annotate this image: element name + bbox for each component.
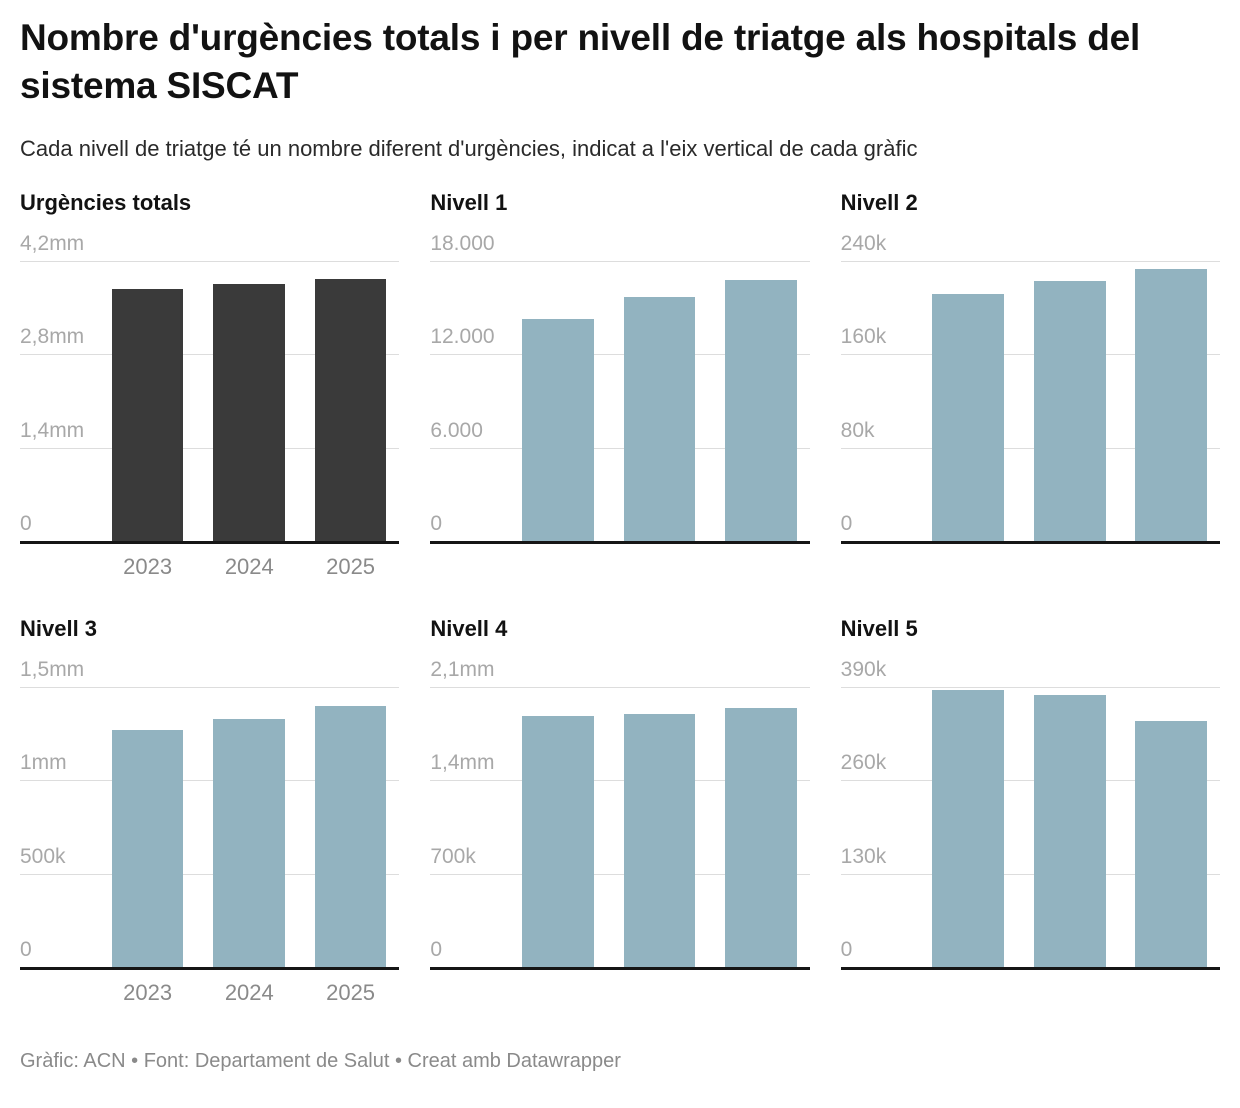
y-tick-label: 500k xyxy=(20,844,66,868)
chart-title: Nivell 4 xyxy=(430,616,508,641)
bar-2024 xyxy=(213,283,286,541)
chart-cell-2: Nivell 1 0 6.000 12.000 18.000 xyxy=(430,190,810,584)
page: Nombre d'urgències totals i per nivell d… xyxy=(0,14,1240,1073)
y-tick-label: 260k xyxy=(840,751,887,775)
x-tick-label: 2024 xyxy=(224,554,274,579)
x-axis-labels xyxy=(841,970,1220,1010)
bar-2025 xyxy=(314,705,387,967)
chart-cell-3: Nivell 2 0 80k 160k 240k xyxy=(840,190,1220,584)
gridline xyxy=(20,780,400,782)
bar-2023 xyxy=(522,716,594,967)
y-tick-label: 18.000 xyxy=(430,232,495,255)
y-tick-label: 0 xyxy=(20,938,32,961)
x-axis-labels xyxy=(841,544,1220,584)
gridline xyxy=(840,354,1220,356)
y-tick-label: 80k xyxy=(840,418,875,442)
gridline xyxy=(20,687,400,688)
x-tick-label: 2023 xyxy=(123,980,173,1005)
plot-area: 0 500k 1mm 1,5mm xyxy=(20,659,400,970)
gridline xyxy=(840,447,1220,449)
y-tick-label: 0 xyxy=(840,512,853,535)
gridline xyxy=(840,780,1220,782)
y-tick-label: 1mm xyxy=(20,751,67,775)
y-tick-label: 1,4mm xyxy=(20,418,85,442)
charts-grid: Urgències totals 0 1,4mm 2,8mm 4,2mm 2023 2024… xyxy=(20,190,1220,1010)
y-tick-label: 130k xyxy=(840,844,887,868)
gridline xyxy=(20,354,400,356)
x-axis-labels xyxy=(430,544,809,584)
gridline xyxy=(430,354,810,356)
bar-2023 xyxy=(111,289,184,541)
gridline xyxy=(430,780,810,782)
y-tick-label: 6.000 xyxy=(430,418,483,442)
y-tick-label: 0 xyxy=(430,512,443,535)
y-tick-label: 12.000 xyxy=(430,325,495,349)
x-tick-label: 2023 xyxy=(123,554,173,579)
gridline xyxy=(20,873,400,875)
chart-cell-6: Nivell 5 0 130k 260k 390k xyxy=(840,616,1220,1010)
plot-area: 0 700k 1,4mm 2,1mm xyxy=(430,659,810,970)
chart-cell-4: Nivell 3 0 500k 1mm 1,5mm 2023 2024 2025 xyxy=(20,616,400,1010)
y-tick-label: 2,1mm xyxy=(430,658,495,681)
plot-area: 0 1,4mm 2,8mm 4,2mm xyxy=(20,233,400,544)
gridline xyxy=(430,873,810,875)
bar-2024 xyxy=(623,296,696,541)
gridline xyxy=(840,687,1220,688)
bar-2024 xyxy=(1034,694,1106,967)
bar-2023 xyxy=(111,729,184,967)
page-title: Nombre d'urgències totals i per nivell d… xyxy=(20,17,1141,106)
chart-title: Urgències totals xyxy=(20,190,192,215)
gridline xyxy=(430,687,810,688)
y-tick-label: 2,8mm xyxy=(20,325,85,349)
y-tick-label: 1,5mm xyxy=(20,658,85,681)
footer-credit: Gràfic: ACN • Font: Departament de Salut… xyxy=(20,1050,621,1072)
chart-cell-5: Nivell 4 0 700k 1,4mm 2,1mm xyxy=(430,616,810,1010)
plot-area: 0 80k 160k 240k xyxy=(840,233,1220,544)
bar-2023 xyxy=(522,318,594,541)
gridline xyxy=(20,261,400,262)
y-tick-label: 160k xyxy=(840,325,887,349)
bar-2025 xyxy=(725,279,797,541)
chart-cell-1: Urgències totals 0 1,4mm 2,8mm 4,2mm 2023 2024… xyxy=(20,190,400,584)
x-axis-labels: 2023 2024 2025 xyxy=(20,970,399,1010)
y-tick-label: 4,2mm xyxy=(20,232,85,255)
y-tick-label: 240k xyxy=(840,232,887,255)
chart-title: Nivell 3 xyxy=(20,616,98,641)
bar-2025 xyxy=(1135,269,1208,541)
chart-title: Nivell 5 xyxy=(840,616,918,641)
y-tick-label: 0 xyxy=(840,938,853,961)
gridline xyxy=(20,447,400,449)
y-tick-label: 700k xyxy=(430,844,476,868)
x-tick-label: 2025 xyxy=(326,980,376,1005)
plot-area: 0 6.000 12.000 18.000 xyxy=(430,233,810,544)
y-tick-label: 1,4mm xyxy=(430,751,495,775)
bar-2024 xyxy=(1034,280,1106,541)
bar-2025 xyxy=(314,279,387,541)
gridline xyxy=(430,261,810,262)
page-subtitle: Cada nivell de triatge té un nombre dife… xyxy=(20,136,918,161)
x-axis-labels: 2023 2024 2025 xyxy=(20,544,399,584)
chart-title: Nivell 1 xyxy=(430,190,508,215)
bar-2024 xyxy=(213,718,286,967)
gridline xyxy=(840,261,1220,262)
x-tick-label: 2024 xyxy=(224,980,274,1005)
x-tick-label: 2025 xyxy=(326,554,376,579)
plot-area: 0 130k 260k 390k xyxy=(840,659,1220,970)
y-tick-label: 0 xyxy=(20,512,32,535)
bar-2025 xyxy=(725,708,797,967)
gridline xyxy=(430,447,810,449)
y-tick-label: 390k xyxy=(840,658,887,681)
bar-2024 xyxy=(623,713,696,967)
y-tick-label: 0 xyxy=(430,938,443,961)
bar-2023 xyxy=(932,689,1005,967)
x-axis-labels xyxy=(430,970,809,1010)
chart-title: Nivell 2 xyxy=(840,190,918,215)
bar-2025 xyxy=(1135,720,1208,967)
bar-2023 xyxy=(932,293,1005,541)
gridline xyxy=(840,873,1220,875)
